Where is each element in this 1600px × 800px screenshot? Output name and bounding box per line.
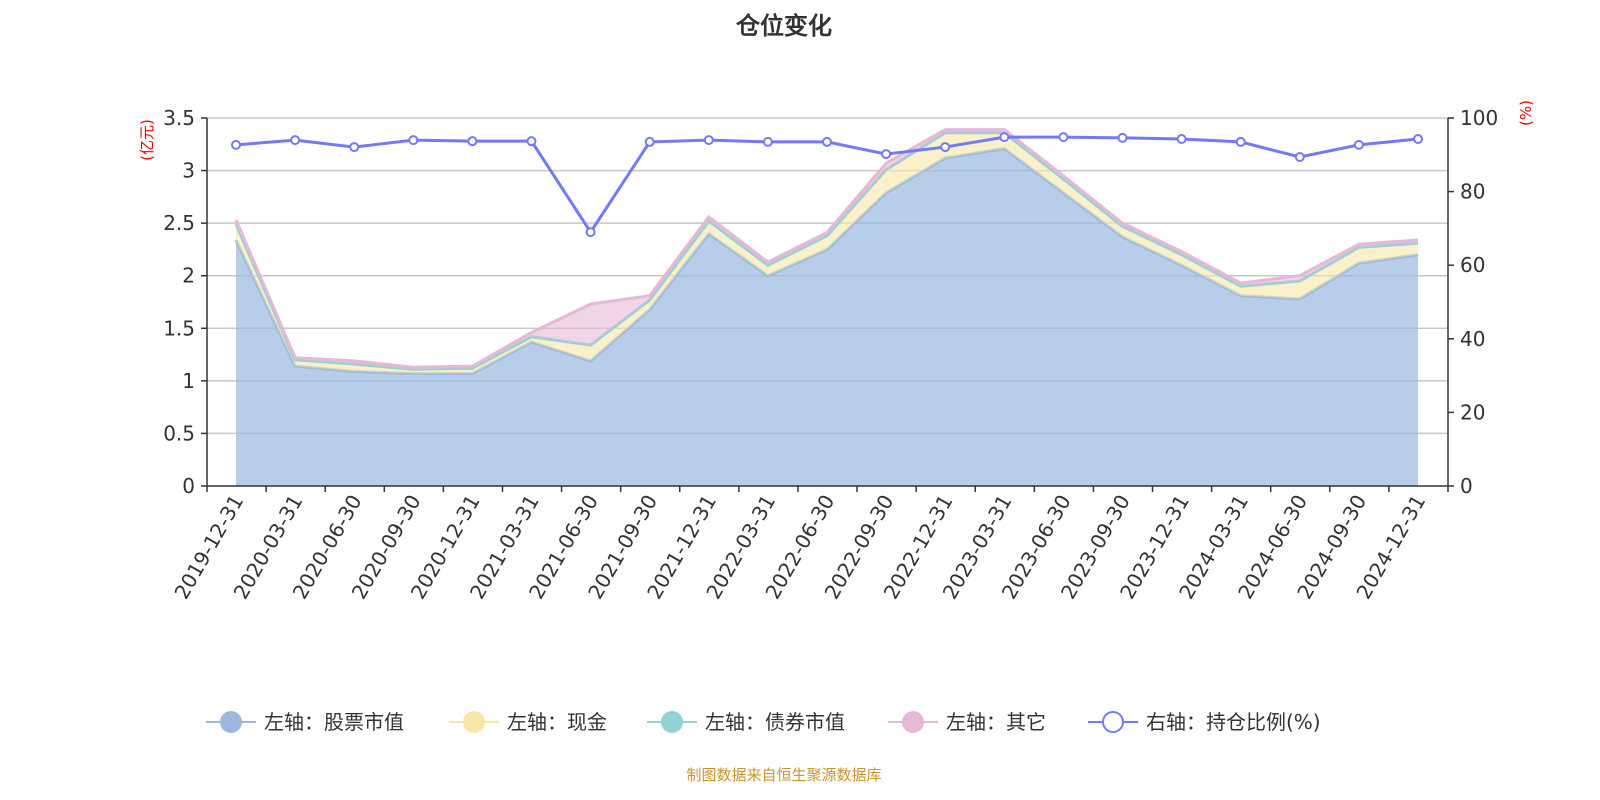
right-tick-label: 20	[1460, 400, 1485, 424]
data-source-footer: 制图数据来自恒生聚源数据库	[686, 766, 882, 784]
right-tick-label: 100	[1460, 106, 1498, 130]
legend-marker	[661, 711, 683, 733]
ratio-point	[1235, 136, 1246, 147]
legend-marker	[463, 711, 485, 733]
area-line-series-3	[234, 128, 1419, 369]
left-tick-label: 1	[182, 369, 195, 393]
ratio-point	[940, 142, 951, 153]
ratio-point	[231, 139, 241, 150]
right-axis-label: (%)	[1517, 100, 1535, 126]
ratio-point	[1058, 132, 1069, 143]
ratio-point	[1413, 133, 1423, 144]
legend-label: 左轴：股票市值	[264, 710, 404, 734]
ratio-point	[1176, 133, 1187, 144]
left-axis-label: (亿元)	[138, 119, 156, 161]
ratio-point	[290, 135, 301, 146]
ratio-point	[762, 136, 773, 147]
ratio-point	[349, 142, 360, 153]
legend-label: 左轴：其它	[946, 710, 1046, 734]
ratio-point	[1294, 152, 1305, 163]
left-tick-label: 2	[182, 264, 195, 288]
legend-marker	[220, 711, 242, 733]
chart-svg: 00.511.522.533.5020406080100(亿元)(%)2019-…	[138, 100, 1535, 734]
ratio-point	[585, 227, 596, 238]
left-tick-label: 0.5	[163, 421, 195, 445]
legend-marker	[1102, 711, 1124, 733]
ratio-point	[999, 132, 1010, 143]
right-tick-label: 60	[1460, 253, 1485, 277]
chart-title: 仓位变化	[736, 12, 832, 40]
ratio-point	[526, 136, 537, 147]
left-tick-label: 0	[182, 474, 195, 498]
ratio-point	[881, 149, 892, 160]
legend-marker	[902, 711, 924, 733]
left-tick-label: 3.5	[163, 106, 195, 130]
ratio-point	[1117, 132, 1128, 143]
ratio-point	[408, 135, 419, 146]
right-tick-label: 80	[1460, 180, 1485, 204]
right-tick-label: 40	[1460, 327, 1485, 351]
legend-label: 左轴：债券市值	[705, 710, 845, 734]
ratio-point	[644, 136, 655, 147]
ratio-point	[703, 135, 714, 146]
ratio-line	[235, 135, 1419, 235]
left-tick-label: 2.5	[163, 211, 195, 235]
ratio-point	[822, 136, 832, 147]
left-tick-label: 1.5	[163, 316, 195, 340]
right-tick-label: 0	[1460, 474, 1473, 498]
ratio-point	[467, 136, 478, 147]
area-series-0	[236, 148, 1418, 486]
left-tick-label: 3	[182, 159, 195, 183]
legend-label: 右轴：持仓比例(%)	[1146, 710, 1321, 734]
ratio-point	[1353, 139, 1364, 150]
legend-label: 左轴：现金	[507, 710, 607, 734]
